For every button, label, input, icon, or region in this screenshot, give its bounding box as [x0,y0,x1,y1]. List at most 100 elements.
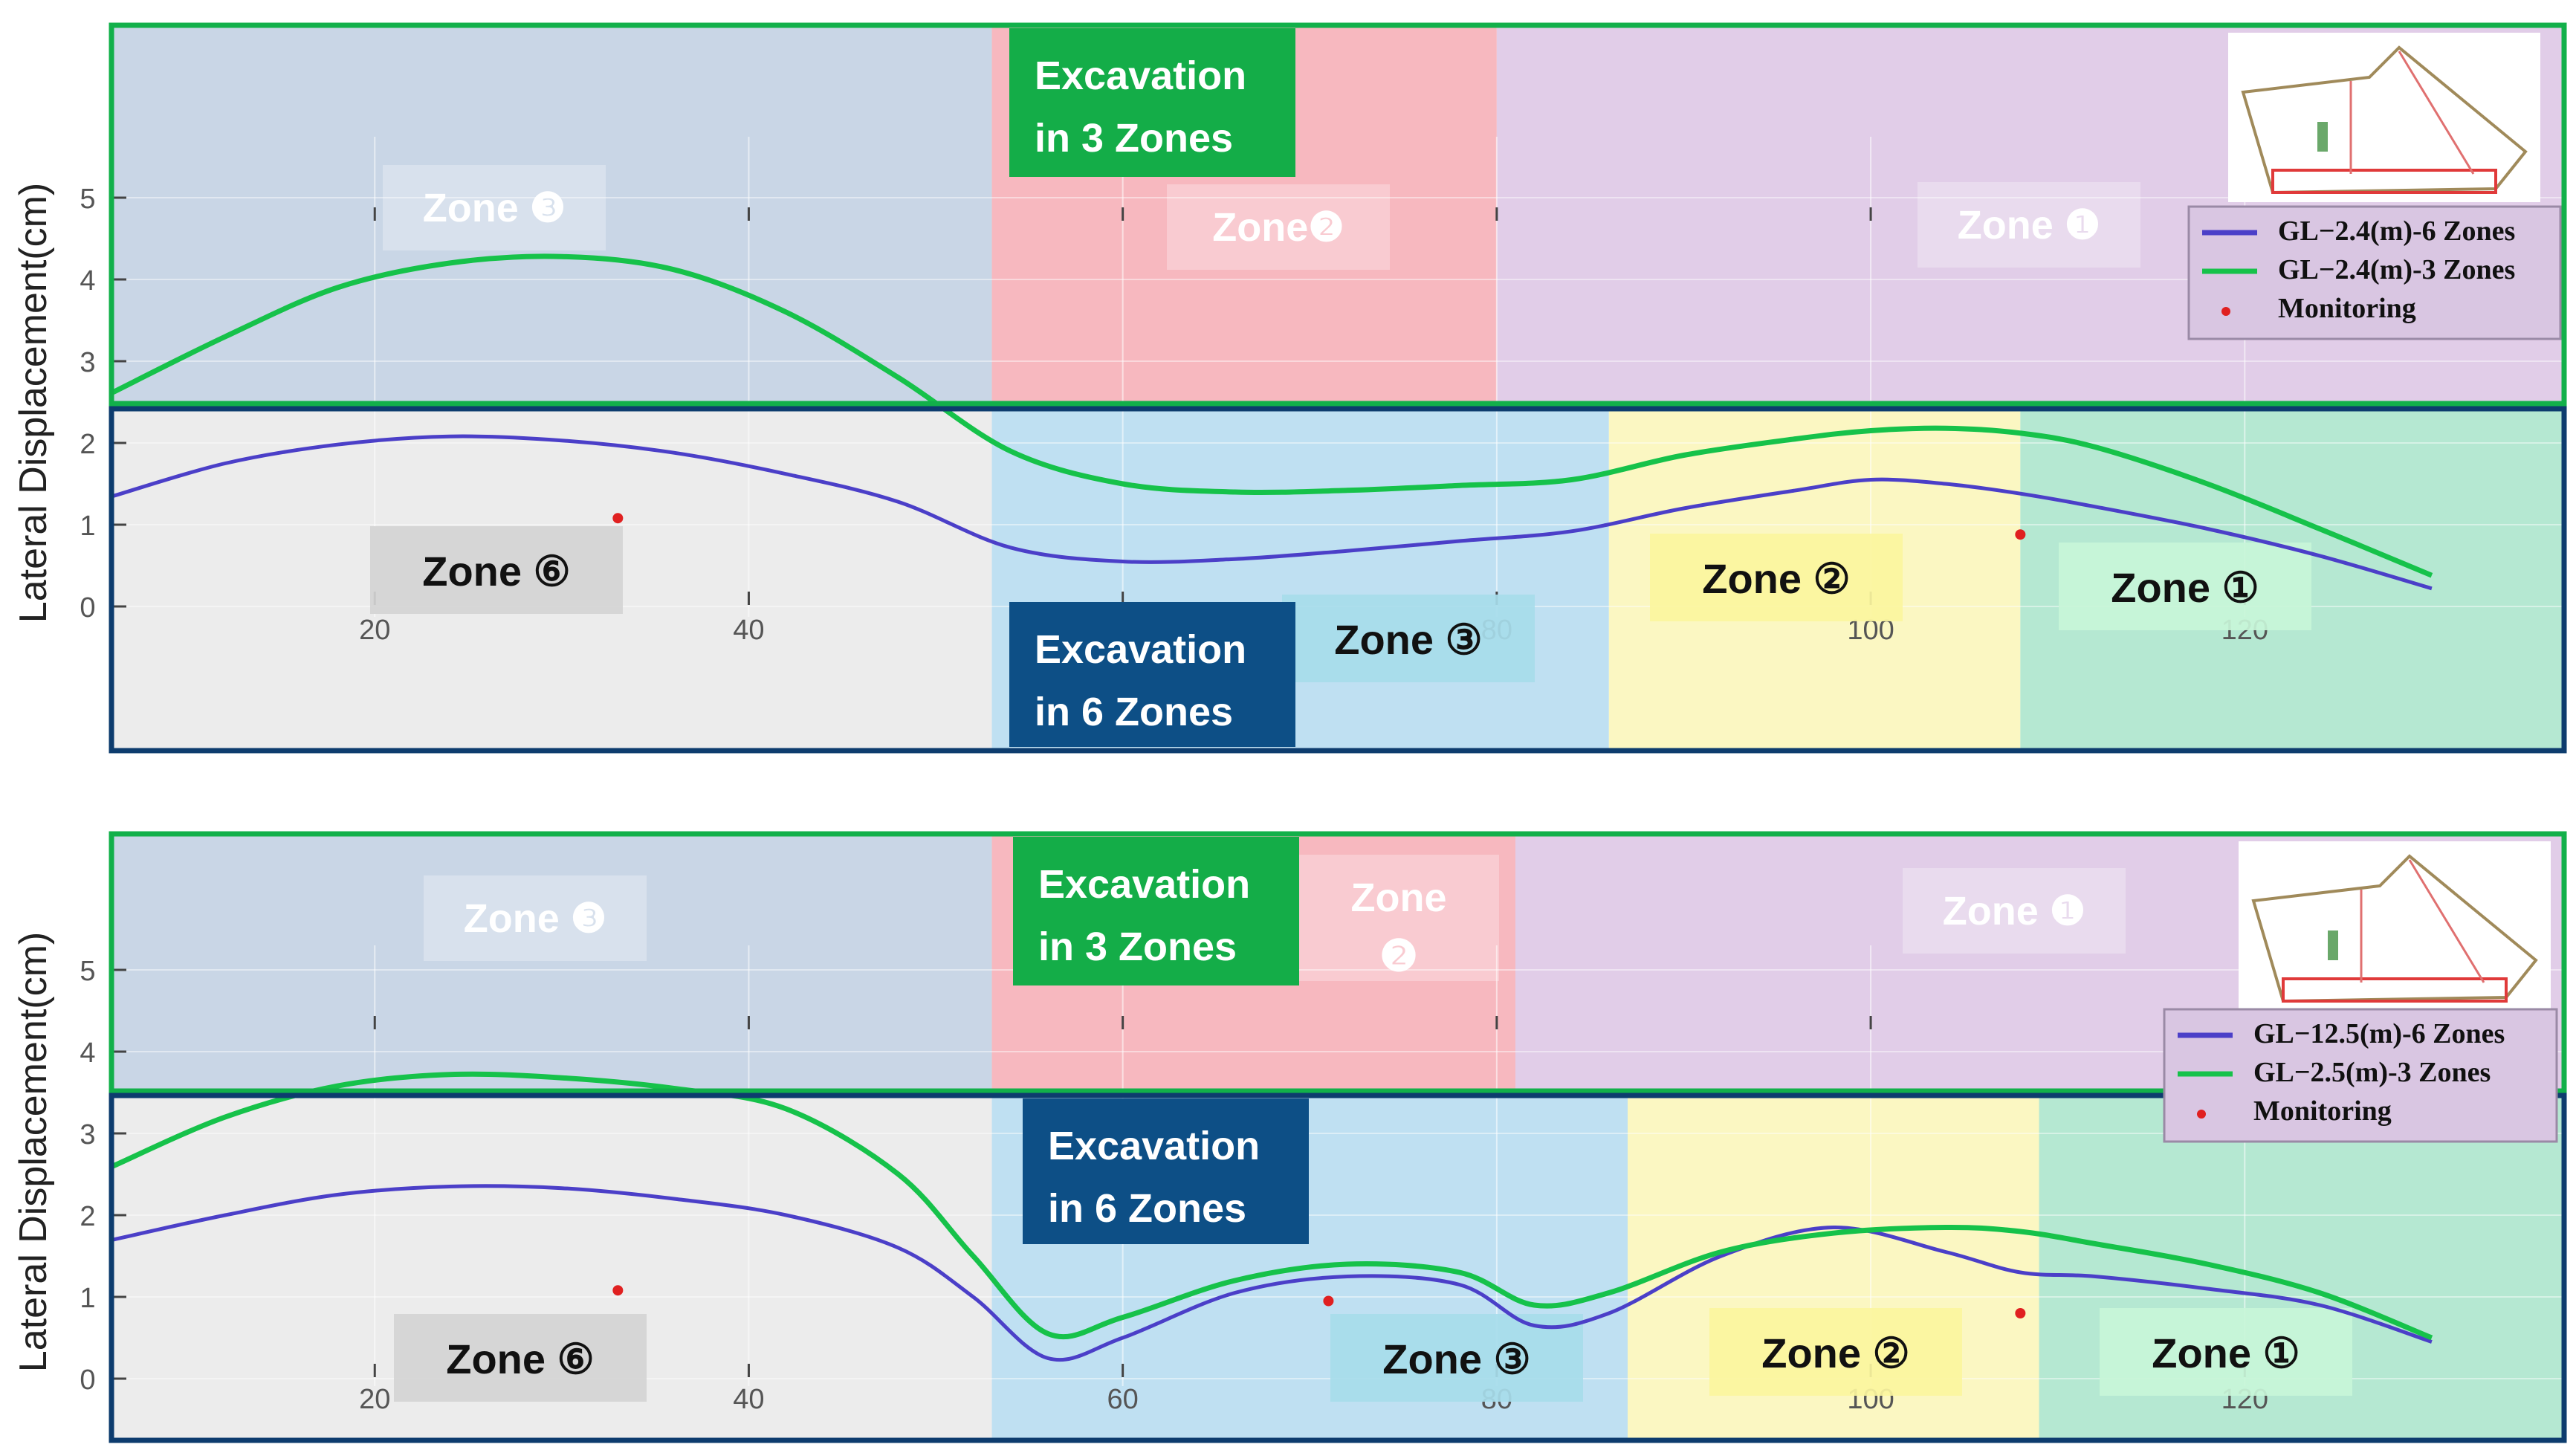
x-tick-label: 40 [733,1384,764,1415]
inset-red-strip [2282,977,2508,1003]
tag-excavation-6-zones-line-2: in 6 Zones [1048,1186,1246,1231]
y-tick-label: 2 [80,429,95,460]
inset-bg [2239,841,2551,1011]
series-line-1 [112,1184,2433,1362]
frame-6-zones [109,1093,2567,1443]
zone-6-label-text: Zone ⑥ [446,1336,595,1382]
zone-6-label-4: Zone ① [2100,1308,2352,1396]
inset-bg [2228,33,2540,202]
zone-6-label-text: Zone ⑥ [422,548,571,595]
inset-block [2328,930,2338,960]
zone-3-label-bg [1298,855,1499,981]
y-axis-label: Lateral Displacement(cm) [12,183,55,623]
tag-excavation-6-zones-line-1: Excavation [1035,627,1246,672]
zone-3-label-bg [1167,184,1390,270]
zone-3-label-bg [1918,182,2140,268]
tag-excavation-3-zones-line-2: in 3 Zones [1038,925,1237,969]
monitoring-point [2015,529,2026,540]
series-group [111,253,2433,591]
inset-red-strip [2271,169,2497,194]
tag-excavation-6-zones-bg [1023,1098,1309,1244]
legend: GL−12.5(m)-6 Zones GL−2.5(m)-3 Zones Monit… [2163,1008,2558,1143]
zone-3-label-text: Zone [1351,875,1447,920]
zone-6-label-bg [1330,1314,1583,1402]
tag-excavation-3-zones: Excavation in 3 Zones [1009,28,1295,177]
chart-panel-2: 20406080100120012345Lateral Displacement… [12,831,2567,1443]
monitoring-point [1323,1295,1334,1307]
zone-3-label-1: Zone ❸ [383,165,606,250]
zone-3-label-text-2: ❷ [1379,932,1418,980]
y-tick-label: 3 [80,1119,95,1150]
monitoring-point [2015,1308,2026,1318]
inset-divider-2 [2408,859,2485,983]
legend-dot-icon [2197,1110,2206,1119]
zone-3-label-3: Zone ❶ [1903,868,2126,954]
frame-3-zones [109,831,2567,1094]
series-line-2 [111,253,2433,578]
site-plan-inset-icon [2228,33,2540,202]
tag-excavation-3-zones-bg [1013,837,1299,985]
zone-6-label-2: Zone ③ [1282,595,1535,682]
zone-6-label-1: Zone ⑥ [394,1314,647,1402]
legend-entry: GL−2.4(m)-3 Zones [2278,254,2515,285]
zone-3-bg-1 [113,834,992,1091]
legend-entry: GL−12.5(m)-6 Zones [2253,1018,2505,1049]
tag-excavation-6-zones: Excavation in 6 Zones [1023,1098,1309,1244]
y-tick-label: 4 [80,265,95,297]
monitoring-point [612,1285,624,1296]
y-axis-label: Lateral Displacement(cm) [12,932,55,1372]
y-tick-label: 1 [80,511,95,542]
zone-3-label-2: Zone❷ [1167,184,1390,270]
tag-excavation-3-zones-line-1: Excavation [1038,862,1250,907]
legend-entry: Monitoring [2253,1095,2392,1127]
zone-6-label-1: Zone ⑥ [370,526,623,614]
series-line-2 [111,1071,2433,1341]
zone-6-label-bg [370,526,623,614]
zone-6-label-4: Zone ① [2059,543,2311,630]
x-tick-label: 60 [1107,1384,1139,1415]
series-group [111,1071,2433,1362]
legend: GL−2.4(m)-6 Zones GL−2.4(m)-3 Zones Monito… [2187,205,2562,340]
zone-6-label-text: Zone ② [1761,1330,1910,1376]
y-tick-label: 4 [80,1038,95,1069]
zone-6-label-bg [1650,534,1903,621]
legend-dot-icon [2221,307,2230,316]
x-tick-label: 40 [733,615,764,646]
zone-6-label-bg [2100,1308,2352,1396]
x-tick-label: 20 [359,1384,390,1415]
zone-6-label-bg [394,1314,647,1402]
zone-6-label-bg [1282,595,1535,682]
zone-3-label-bg [424,875,647,961]
zone-3-label-text: Zone ❸ [423,186,566,230]
y-tick-label: 0 [80,1365,95,1396]
zone-3-label-text: Zone ❶ [1943,889,2085,933]
inset-block [2317,122,2328,152]
zone-6-label-bg [2059,543,2311,630]
y-tick-label: 1 [80,1283,95,1314]
frame-3-zones [109,22,2567,407]
y-tick-label: 2 [80,1201,95,1232]
y-axis: 0 1 2 3 4 5 Lateral Displacement(cm) [12,183,126,624]
tag-excavation-6-zones-line-1: Excavation [1048,1124,1260,1168]
zone-6-label-bg [1709,1308,1962,1396]
zone-6-label-text: Zone ② [1702,555,1851,602]
inset-divider-2 [2398,51,2475,175]
zone-3-label-bg [383,165,606,250]
tag-excavation-3-zones-line-2: in 3 Zones [1035,116,1233,161]
zone-6-label-2: Zone ③ [1330,1314,1583,1402]
zone-6-label-text: Zone ③ [1334,616,1483,663]
frame-6-zones [109,406,2567,754]
zone-3-label-1: Zone ❸ [424,875,647,961]
zone-6-label-text: Zone ① [2152,1330,2300,1376]
site-plan-inset-icon [2239,841,2551,1011]
zone-6-label-3: Zone ② [1650,534,1903,621]
chart-panel-1: 204080100120012345Lateral Displacement(c… [12,22,2567,754]
y-tick-label: 5 [80,956,95,987]
zone-3-label-2: Zone ❷ [1298,855,1499,981]
zone-6-label-text: Zone ③ [1382,1336,1531,1382]
zone-3-label-bg [1903,868,2126,954]
x-tick-label: 20 [359,615,390,646]
legend-entry: GL−2.5(m)-3 Zones [2253,1057,2491,1088]
y-axis: 0 1 2 3 4 5 Lateral Displacement(cm) [12,932,126,1396]
